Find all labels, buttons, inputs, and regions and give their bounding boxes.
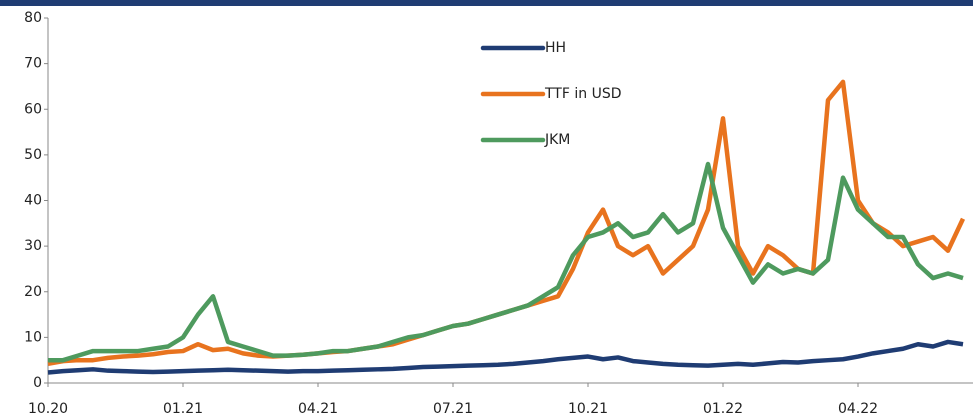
x-tick-label: 10.21 (568, 401, 608, 417)
legend-label: TTF in USD (544, 86, 622, 102)
y-tick-label: 50 (24, 147, 42, 163)
y-tick-label: 80 (24, 10, 42, 26)
series-line (47, 79, 966, 367)
x-tick-label: 01.21 (163, 401, 203, 417)
y-tick-label: 30 (24, 238, 42, 254)
legend-label: HH (545, 40, 566, 56)
y-tick-label: 0 (33, 375, 42, 391)
y-tick-label: 20 (24, 284, 42, 300)
header-bar (0, 0, 973, 6)
y-tick-label: 10 (24, 329, 42, 345)
x-tick-label: 01.22 (703, 401, 743, 417)
y-tick-label: 60 (24, 101, 42, 117)
series-line (47, 339, 964, 375)
x-tick-label: 04.22 (838, 401, 878, 417)
y-tick-label: 40 (24, 193, 42, 209)
series-line (48, 161, 964, 363)
x-tick-label: 10.20 (28, 401, 68, 417)
x-tick-label: 04.21 (298, 401, 338, 417)
y-tick-label: 70 (24, 56, 42, 72)
x-tick-label: 07.21 (433, 401, 473, 417)
legend-label: JKM (544, 132, 570, 148)
